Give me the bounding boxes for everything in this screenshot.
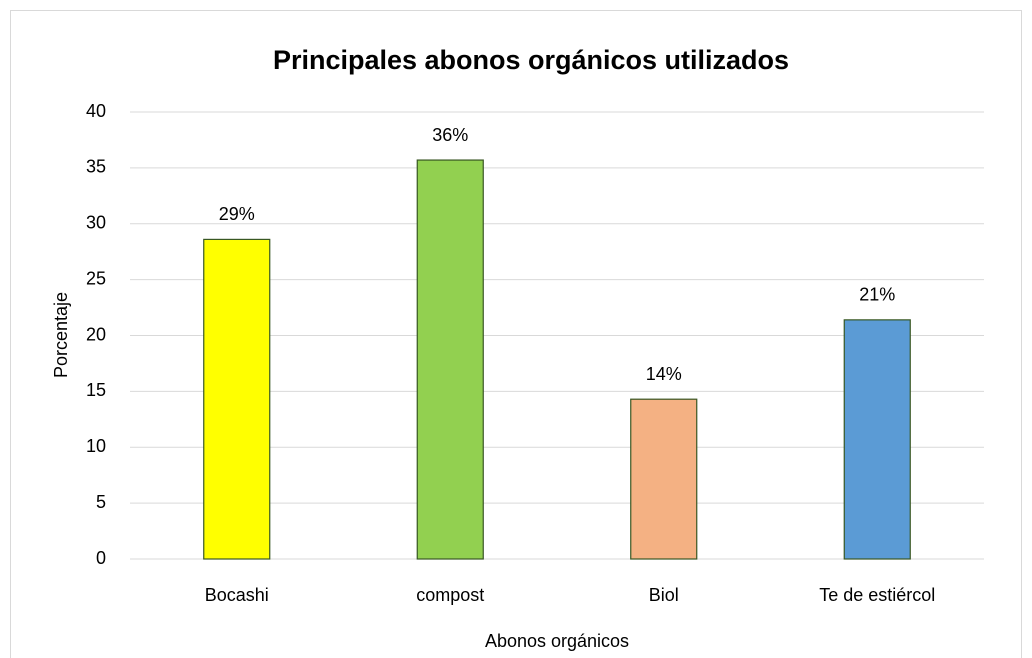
y-tick-label: 5 (96, 492, 106, 512)
data-label: 21% (859, 285, 895, 305)
chart-title: Principales abonos orgánicos utilizados (273, 45, 789, 75)
data-label: 14% (646, 364, 682, 384)
y-tick-label: 35 (86, 157, 106, 177)
x-tick-label: Bocashi (205, 585, 269, 605)
y-tick-label: 0 (96, 548, 106, 568)
x-tick-label: Te de estiércol (819, 585, 935, 605)
bar (203, 238, 271, 560)
y-tick-label: 20 (86, 324, 106, 344)
x-tick-label: compost (416, 585, 484, 605)
bar (630, 398, 698, 560)
y-axis-label: Porcentaje (51, 292, 71, 378)
x-tick-label: Biol (649, 585, 679, 605)
data-label: 36% (432, 125, 468, 145)
y-tick-label: 15 (86, 380, 106, 400)
x-axis-label: Abonos orgánicos (485, 631, 629, 651)
data-label: 29% (219, 204, 255, 224)
y-tick-label: 25 (86, 268, 106, 288)
bar (416, 159, 484, 560)
y-tick-label: 10 (86, 436, 106, 456)
y-tick-label: 40 (86, 101, 106, 121)
y-tick-label: 30 (86, 213, 106, 233)
bar (843, 319, 911, 560)
